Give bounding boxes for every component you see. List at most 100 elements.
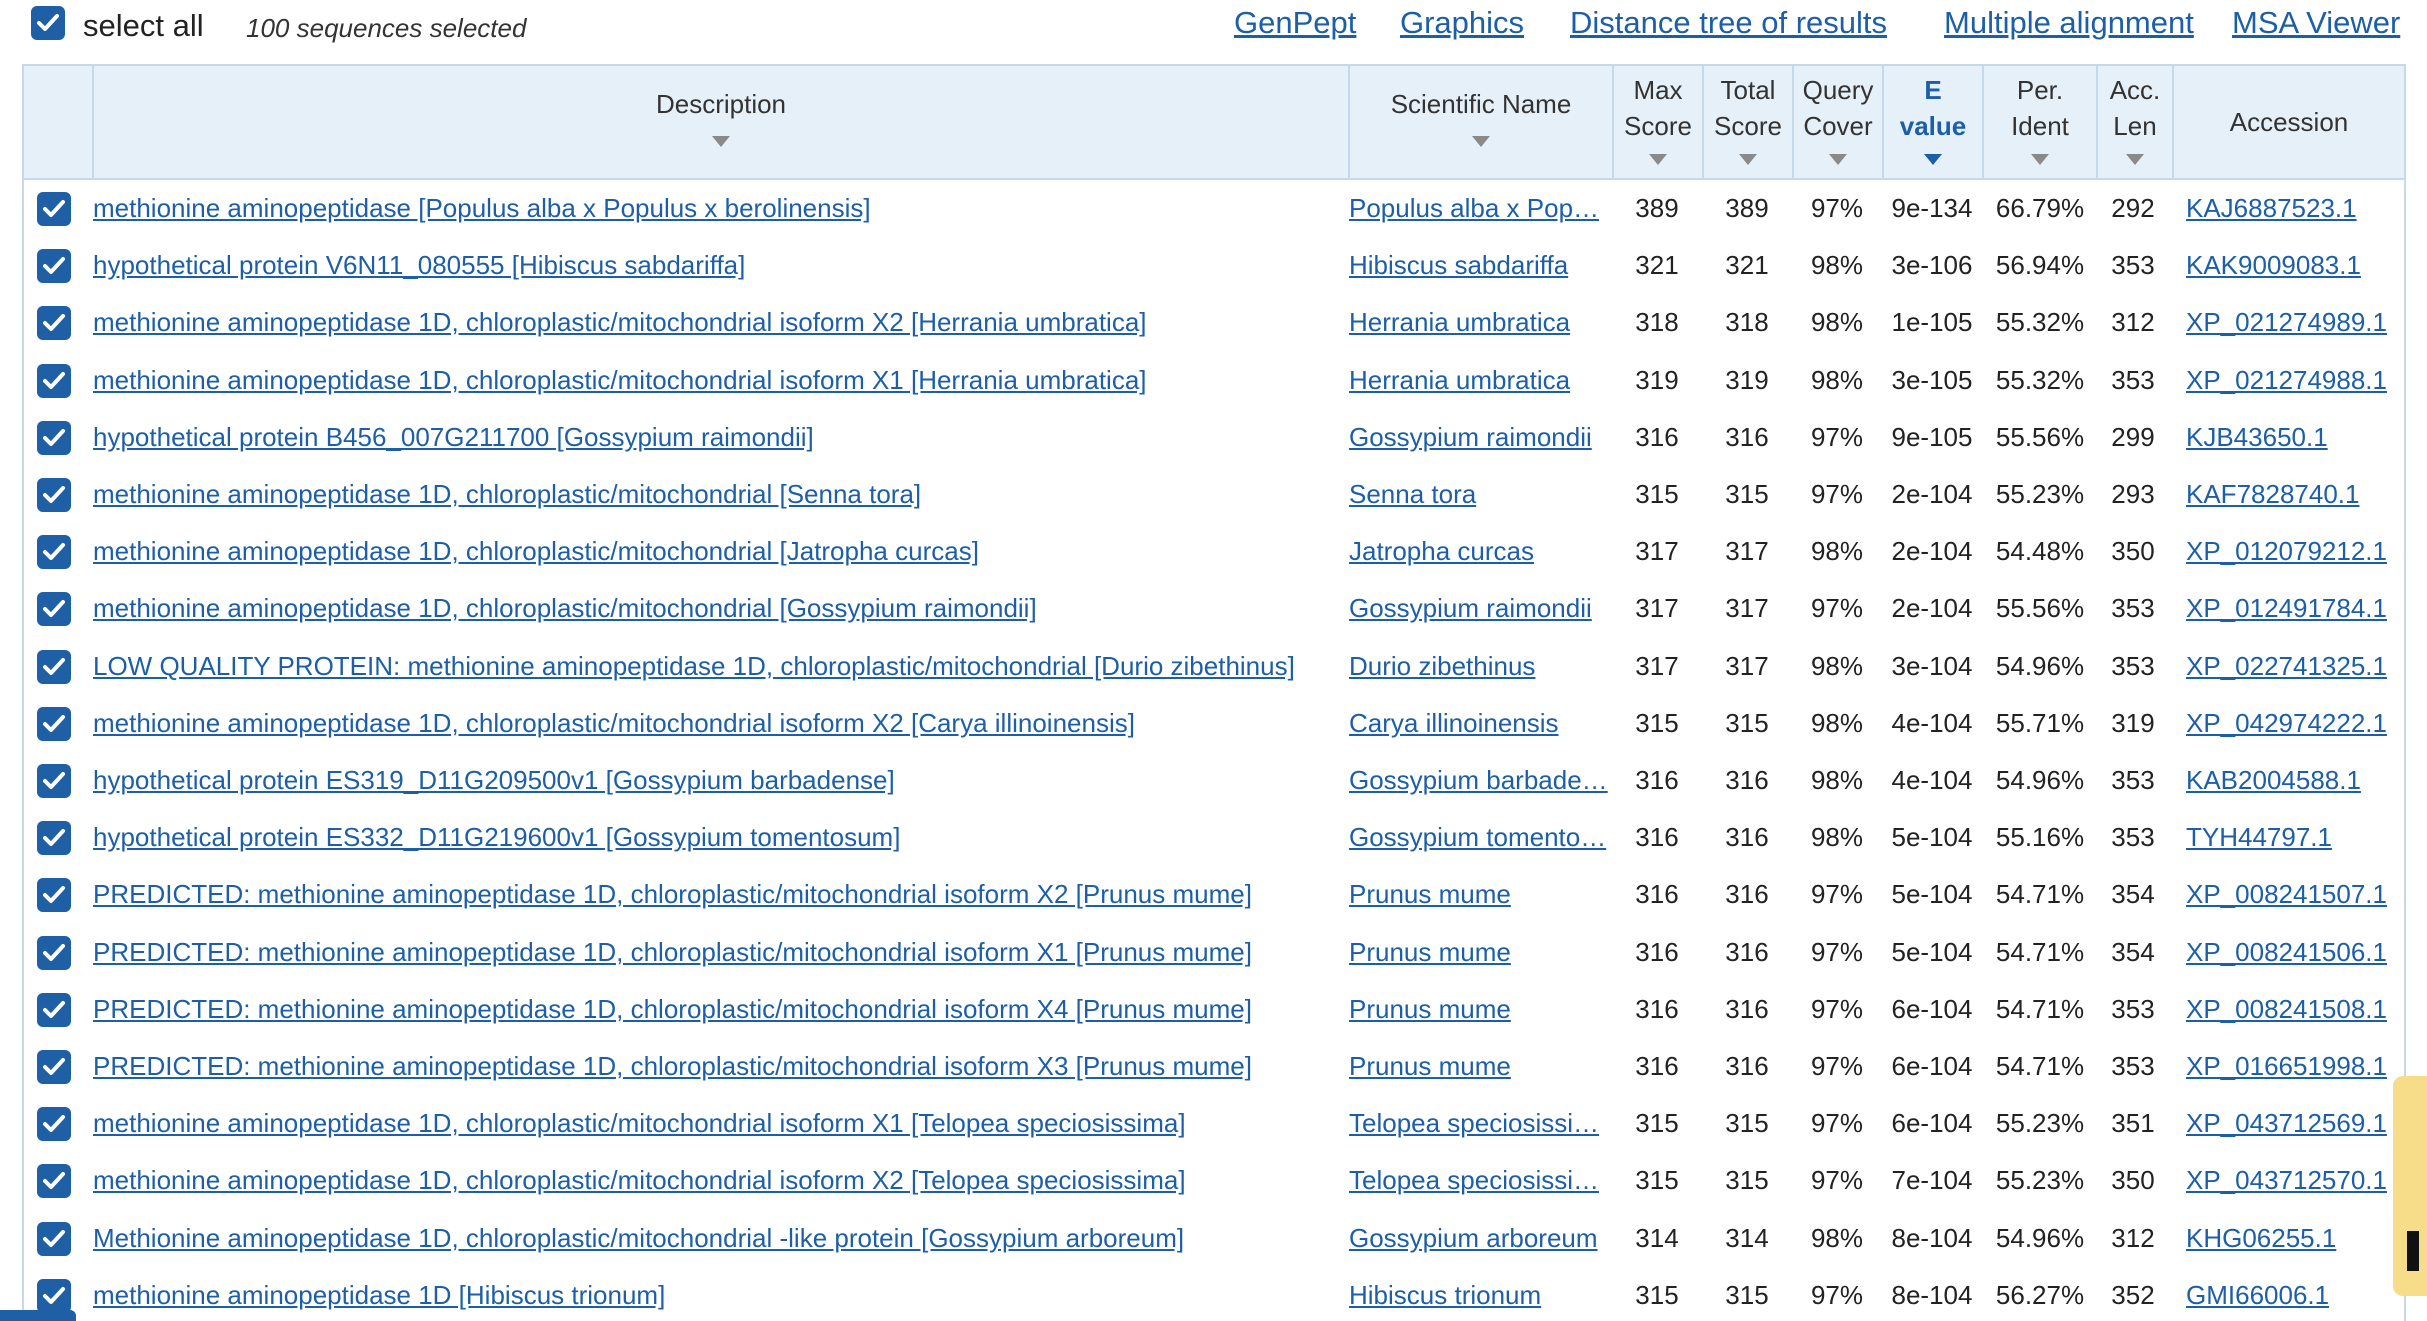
accession-link[interactable]: XP_021274988.1 — [2186, 365, 2387, 395]
accession-link[interactable]: XP_043712569.1 — [2186, 1108, 2387, 1138]
row-select-checkbox[interactable] — [37, 249, 71, 283]
e-value: 5e-104 — [1891, 879, 1973, 909]
scientific-name-link[interactable]: Carya illinoinensis — [1349, 708, 1559, 738]
description-link[interactable]: methionine aminopeptidase 1D, chloroplas… — [93, 479, 922, 509]
description-link[interactable]: methionine aminopeptidase 1D [Hibiscus t… — [93, 1280, 666, 1310]
accession-link[interactable]: XP_022741325.1 — [2186, 651, 2387, 681]
accession-link[interactable]: XP_008241507.1 — [2186, 879, 2387, 909]
scientific-name-link[interactable]: Gossypium tomento… — [1349, 822, 1607, 852]
side-panel-tab[interactable] — [2393, 1076, 2427, 1296]
description-link[interactable]: methionine aminopeptidase [Populus alba … — [93, 193, 871, 223]
accession-link[interactable]: KJB43650.1 — [2186, 422, 2328, 452]
scientific-name-link[interactable]: Gossypium raimondii — [1349, 593, 1592, 623]
header-max-score[interactable]: Max Score — [1612, 66, 1702, 178]
description-link[interactable]: PREDICTED: methionine aminopeptidase 1D,… — [93, 879, 1252, 909]
description-link[interactable]: Methionine aminopeptidase 1D, chloroplas… — [93, 1223, 1185, 1253]
row-select-checkbox[interactable] — [37, 993, 71, 1027]
description-link[interactable]: hypothetical protein ES319_D11G209500v1 … — [93, 765, 895, 795]
description-link[interactable]: methionine aminopeptidase 1D, chloroplas… — [93, 1165, 1186, 1195]
description-link[interactable]: methionine aminopeptidase 1D, chloroplas… — [93, 536, 979, 566]
row-select-checkbox[interactable] — [37, 535, 71, 569]
scientific-name-link[interactable]: Jatropha curcas — [1349, 536, 1534, 566]
description-link[interactable]: methionine aminopeptidase 1D, chloroplas… — [93, 307, 1147, 337]
multiple-alignment-link[interactable]: Multiple alignment — [1944, 5, 2194, 40]
scientific-name-link[interactable]: Prunus mume — [1349, 937, 1511, 967]
msa-viewer-link[interactable]: MSA Viewer — [2232, 5, 2401, 40]
header-per-ident[interactable]: Per. Ident — [1982, 66, 2096, 178]
row-select-checkbox[interactable] — [37, 478, 71, 512]
description-link[interactable]: PREDICTED: methionine aminopeptidase 1D,… — [93, 994, 1252, 1024]
scientific-name-link[interactable]: Populus alba x Pop… — [1349, 193, 1600, 223]
scientific-name-link[interactable]: Gossypium raimondii — [1349, 422, 1592, 452]
accession-link[interactable]: XP_008241506.1 — [2186, 937, 2387, 967]
scientific-name-link[interactable]: Prunus mume — [1349, 1051, 1511, 1081]
accession-link[interactable]: XP_043712570.1 — [2186, 1165, 2387, 1195]
accession-link[interactable]: KAJ6887523.1 — [2186, 193, 2357, 223]
row-select-checkbox[interactable] — [37, 1164, 71, 1198]
per-ident: 54.96% — [1995, 1223, 2085, 1253]
description-link[interactable]: methionine aminopeptidase 1D, chloroplas… — [93, 708, 1135, 738]
accession-link[interactable]: XP_021274989.1 — [2186, 307, 2387, 337]
row-select-checkbox[interactable] — [37, 650, 71, 684]
accession-link[interactable]: TYH44797.1 — [2186, 822, 2332, 852]
accession-link[interactable]: XP_012079212.1 — [2186, 536, 2387, 566]
scientific-name-link[interactable]: Prunus mume — [1349, 879, 1511, 909]
scientific-name-link[interactable]: Telopea speciosissi… — [1349, 1165, 1600, 1195]
distance-tree-link[interactable]: Distance tree of results — [1570, 5, 1888, 40]
header-scientific-name[interactable]: Scientific Name — [1348, 66, 1612, 178]
accession-link[interactable]: XP_042974222.1 — [2186, 708, 2387, 738]
description-link[interactable]: hypothetical protein B456_007G211700 [Go… — [93, 422, 814, 452]
accession-link[interactable]: KAF7828740.1 — [2186, 479, 2360, 509]
row-select-checkbox[interactable] — [37, 364, 71, 398]
header-total-score[interactable]: Total Score — [1702, 66, 1792, 178]
scientific-name-link[interactable]: Senna tora — [1349, 479, 1477, 509]
header-acc-len[interactable]: Acc. Len — [2096, 66, 2172, 178]
scientific-name-link[interactable]: Herrania umbratica — [1349, 365, 1571, 395]
header-query-cover[interactable]: Query Cover — [1792, 66, 1882, 178]
accession-link[interactable]: XP_016651998.1 — [2186, 1051, 2387, 1081]
scientific-name-link[interactable]: Herrania umbratica — [1349, 307, 1571, 337]
description-link[interactable]: PREDICTED: methionine aminopeptidase 1D,… — [93, 1051, 1252, 1081]
scientific-name-link[interactable]: Gossypium barbade… — [1349, 765, 1608, 795]
description-link[interactable]: methionine aminopeptidase 1D, chloroplas… — [93, 1108, 1186, 1138]
row-select-checkbox[interactable] — [37, 306, 71, 340]
row-select-checkbox[interactable] — [37, 592, 71, 626]
scientific-name-link[interactable]: Gossypium arboreum — [1349, 1223, 1598, 1253]
accession-link[interactable]: XP_008241508.1 — [2186, 994, 2387, 1024]
header-accession: Accession — [2172, 66, 2404, 178]
row-select-checkbox[interactable] — [37, 1050, 71, 1084]
description-link[interactable]: PREDICTED: methionine aminopeptidase 1D,… — [93, 937, 1252, 967]
row-select-checkbox[interactable] — [37, 421, 71, 455]
accession-link[interactable]: GMI66006.1 — [2186, 1280, 2330, 1310]
description-link[interactable]: hypothetical protein V6N11_080555 [Hibis… — [93, 250, 746, 280]
accession-link[interactable]: KAK9009083.1 — [2186, 250, 2361, 280]
row-select-checkbox[interactable] — [37, 878, 71, 912]
scientific-name-link[interactable]: Durio zibethinus — [1349, 651, 1536, 681]
header-e-value[interactable]: E value — [1882, 66, 1982, 178]
row-select-checkbox[interactable] — [37, 821, 71, 855]
accession-link[interactable]: XP_012491784.1 — [2186, 593, 2387, 623]
select-all-checkbox[interactable] — [31, 6, 65, 40]
row-select-checkbox[interactable] — [37, 1279, 71, 1313]
accession-link[interactable]: KHG06255.1 — [2186, 1223, 2337, 1253]
description-link[interactable]: methionine aminopeptidase 1D, chloroplas… — [93, 365, 1147, 395]
row-select-checkbox[interactable] — [37, 1222, 71, 1256]
description-link[interactable]: LOW QUALITY PROTEIN: methionine aminopep… — [93, 651, 1295, 681]
graphics-link[interactable]: Graphics — [1400, 5, 1525, 40]
header-description[interactable]: Description — [92, 66, 1348, 178]
scientific-name-link[interactable]: Hibiscus sabdariffa — [1349, 250, 1569, 280]
description-link[interactable]: methionine aminopeptidase 1D, chloroplas… — [93, 593, 1037, 623]
row-select-checkbox[interactable] — [37, 936, 71, 970]
scientific-name-link[interactable]: Hibiscus trionum — [1349, 1280, 1542, 1310]
scientific-name-link[interactable]: Prunus mume — [1349, 994, 1511, 1024]
row-select-checkbox[interactable] — [37, 764, 71, 798]
table-row: PREDICTED: methionine aminopeptidase 1D,… — [24, 981, 2404, 1038]
description-link[interactable]: hypothetical protein ES332_D11G219600v1 … — [93, 822, 901, 852]
row-select-checkbox[interactable] — [37, 707, 71, 741]
feedback-tab[interactable] — [0, 1310, 76, 1321]
accession-link[interactable]: KAB2004588.1 — [2186, 765, 2361, 795]
row-select-checkbox[interactable] — [37, 192, 71, 226]
scientific-name-link[interactable]: Telopea speciosissi… — [1349, 1108, 1600, 1138]
genpept-link[interactable]: GenPept — [1234, 5, 1357, 40]
row-select-checkbox[interactable] — [37, 1107, 71, 1141]
